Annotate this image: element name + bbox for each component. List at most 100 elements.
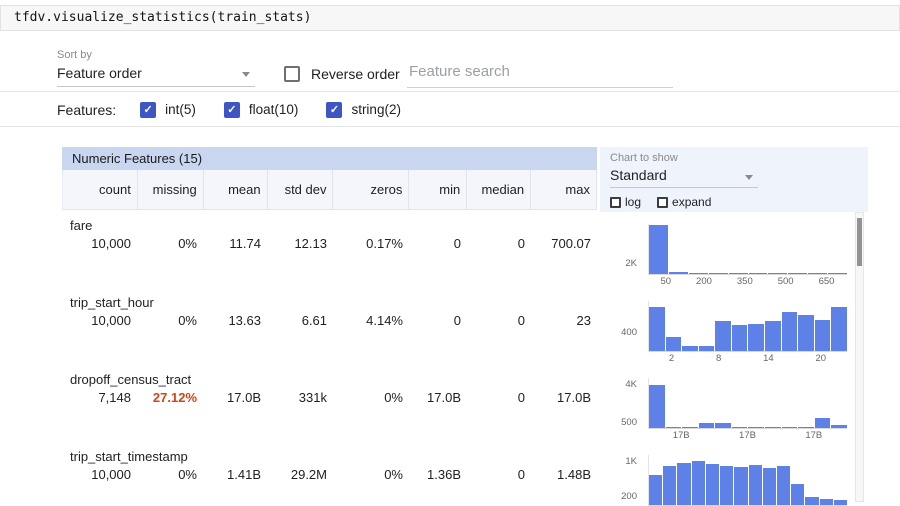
histogram-dropoff-census-tract: 4K 500 17B 17B 17B [600,366,855,443]
y-tick-label: 2K [625,257,637,269]
histogram-bar [798,427,814,428]
x-tick-label: 650 [818,276,835,287]
int-checkbox[interactable]: ✓ [140,101,157,118]
histogram-bar [708,273,728,274]
feature-name: dropoff_census_tract [70,372,192,387]
y-tick-label: 200 [621,491,637,503]
int-label[interactable]: int(5) [165,102,196,117]
histogram-bar [781,427,798,428]
stat-value: 0 [517,467,525,482]
float-checkbox[interactable]: ✓ [223,101,240,118]
histogram-bar [805,496,819,505]
feature-stats: 10,000 0% 11.74 12.13 0.17% 0 0 700.07 [62,236,597,251]
stat-value: 0% [178,467,197,482]
histogram-bar [665,337,682,351]
histogram-bar [819,498,833,505]
features-label: Features: [57,101,117,118]
log-option[interactable]: log [610,195,641,209]
expand-label[interactable]: expand [672,195,712,209]
histogram-bar [798,315,814,351]
histogram-bar [731,427,748,428]
feature-type-float[interactable]: ✓ float(10) [223,101,299,118]
stat-value: 11.74 [229,236,261,251]
vertical-scrollbar[interactable] [855,212,864,502]
column-header: median [467,170,532,209]
stat-value: 0% [384,390,403,405]
histogram-bar [762,467,776,505]
stat-value: 17.0B [427,390,461,405]
expand-option[interactable]: expand [657,195,711,209]
string-checkbox[interactable]: ✓ [326,101,343,118]
feature-type-string[interactable]: ✓ string(2) [326,101,401,118]
string-label[interactable]: string(2) [351,102,401,117]
chart-to-show-panel: Chart to show Standard log expand [600,147,868,212]
histogram-fare: 2K 50 200 350 500 650 [600,212,855,289]
log-checkbox[interactable] [610,196,621,208]
stat-value: 10,000 [91,313,131,328]
column-header: missing [138,170,204,209]
sort-by-value: Feature order [57,65,142,81]
table-row: trip_start_timestamp 10,000 0% 1.41B 29.… [62,441,597,506]
feature-search-input[interactable] [407,63,673,88]
reverse-order-control[interactable]: Reverse order [284,66,400,82]
x-tick-label: 17B [739,430,756,441]
log-label[interactable]: log [625,195,642,209]
histogram-bar [748,324,765,351]
stat-value: 331k [298,390,327,405]
feature-search [407,63,673,88]
histogram-bar [768,273,788,274]
chart-type-value: Standard [610,167,667,183]
chart-type-dropdown[interactable]: Standard [610,166,758,188]
stat-value: 0% [178,313,197,328]
expand-checkbox[interactable] [657,196,669,208]
table-row: fare 10,000 0% 11.74 12.13 0.17% 0 0 700… [62,210,597,287]
code-cell[interactable]: tfdv.visualize_statistics(train_stats) [0,5,900,31]
stat-value: 0 [453,236,461,251]
y-tick-label: 4K [625,378,637,390]
reverse-order-label[interactable]: Reverse order [311,66,400,82]
histogram-trip-start-hour: 400 2 8 14 20 [600,289,855,366]
float-label[interactable]: float(10) [248,102,299,117]
table-row: trip_start_hour 10,000 0% 13.63 6.61 4.1… [62,287,597,364]
stat-value: 0% [178,236,197,251]
histogram-plot [648,455,848,506]
x-tick-label: 50 [660,276,672,287]
stat-value: 0 [517,313,525,328]
scrollbar-thumb[interactable] [857,218,862,266]
histogram-bar [728,273,748,274]
stat-value: 17.0B [557,390,591,405]
stat-value: 1.41B [227,467,261,482]
histogram-trip-start-timestamp: 1K 200 [600,443,855,506]
x-axis: 17B 17B 17B [648,430,847,441]
stat-value: 13.63 [228,313,261,328]
stat-value: 1.48B [557,467,591,482]
column-header: std dev [268,170,334,209]
stat-value: 0 [453,313,461,328]
x-tick-label: 14 [763,353,774,364]
stat-value: 0 [517,236,525,251]
chart-to-show-label: Chart to show [610,152,678,164]
feature-type-int[interactable]: ✓ int(5) [140,101,196,118]
feature-stats: 7,148 27.12% 17.0B 331k 0% 17.0B 0 17.0B [62,390,597,405]
histogram-bar [663,466,677,505]
stat-value: 12.13 [294,236,327,251]
stat-value: 10,000 [91,467,131,482]
histogram-bar [668,271,688,274]
x-tick-label: 20 [815,353,827,364]
stat-value: 0% [384,467,403,482]
y-axis: 2K [600,224,644,275]
histogram-bar [677,462,691,505]
stat-value: 10,000 [91,236,131,251]
reverse-order-checkbox[interactable] [284,66,300,82]
stat-value: 23 [576,313,591,328]
histogram-plot [648,378,847,429]
x-tick-label: 2 [668,353,675,364]
sort-by-dropdown[interactable]: Feature order [57,63,255,87]
histogram-bar [731,324,748,351]
histogram-bar [688,272,708,274]
histogram-plot [648,224,848,275]
sort-controls-row: Sort by Feature order Reverse order [0,44,900,92]
histogram-bar [665,427,682,428]
histogram-bar [682,346,698,351]
